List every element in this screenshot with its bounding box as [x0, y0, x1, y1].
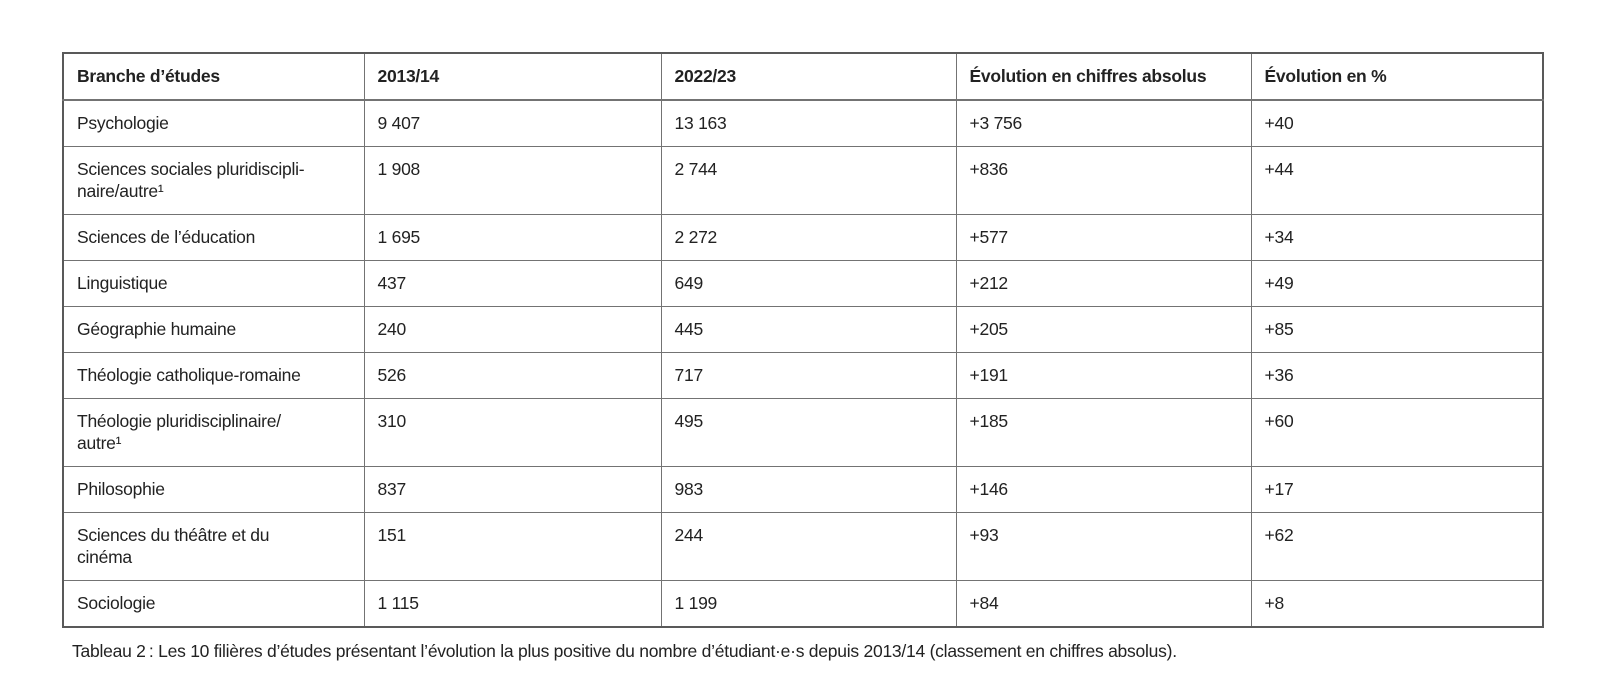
cell-evo-pct: +44 [1250, 146, 1544, 215]
cell-2022: 2 272 [660, 214, 957, 261]
cell-evo-abs: +212 [955, 260, 1252, 307]
cell-2013: 9 407 [363, 99, 662, 147]
cell-evo-pct: +17 [1250, 466, 1544, 513]
header-2013-14: 2013/14 [363, 52, 662, 101]
cell-evo-abs: +185 [955, 398, 1252, 467]
cell-branche: Sociologie [62, 580, 365, 628]
cell-2013: 310 [363, 398, 662, 467]
cell-branche: Géographie humaine [62, 306, 365, 353]
cell-2022: 13 163 [660, 99, 957, 147]
cell-2013: 1 695 [363, 214, 662, 261]
cell-2022: 445 [660, 306, 957, 353]
cell-2022: 2 744 [660, 146, 957, 215]
cell-evo-pct: +62 [1250, 512, 1544, 581]
cell-branche: Théologie catholique-romaine [62, 352, 365, 399]
cell-2013: 240 [363, 306, 662, 353]
table-caption: Tableau 2 : Les 10 filières d’études pré… [72, 641, 1177, 661]
students-evolution-table: Branche d’études 2013/14 2022/23 Évoluti… [62, 52, 1544, 628]
cell-evo-pct: +34 [1250, 214, 1544, 261]
cell-branche: Sciences du théâtre et du cinéma [62, 512, 365, 581]
table-row-theologie-pluridisciplinaire: Théologie pluridisciplinaire/ autre¹ 310… [62, 398, 1544, 467]
cell-2022: 983 [660, 466, 957, 513]
cell-evo-pct: +8 [1250, 580, 1544, 628]
cell-branche: Sciences de l’éducation [62, 214, 365, 261]
cell-2022: 1 199 [660, 580, 957, 628]
cell-2022: 244 [660, 512, 957, 581]
header-2022-23: 2022/23 [660, 52, 957, 101]
table-header: Branche d’études 2013/14 2022/23 Évoluti… [62, 52, 1544, 101]
cell-2013: 151 [363, 512, 662, 581]
cell-evo-abs: +577 [955, 214, 1252, 261]
table-row-psychologie: Psychologie 9 407 13 163 +3 756 +40 [62, 99, 1544, 147]
cell-evo-abs: +93 [955, 512, 1252, 581]
cell-2022: 717 [660, 352, 957, 399]
cell-evo-abs: +191 [955, 352, 1252, 399]
cell-evo-pct: +36 [1250, 352, 1544, 399]
table-row-sociologie: Sociologie 1 115 1 199 +84 +8 [62, 580, 1544, 628]
cell-branche: Philosophie [62, 466, 365, 513]
table-row-sciences-sociales: Sciences sociales pluridiscipli- naire/a… [62, 146, 1544, 215]
statistics-table-container: Branche d’études 2013/14 2022/23 Évoluti… [62, 52, 1544, 662]
cell-evo-pct: +60 [1250, 398, 1544, 467]
header-evolution-absolue: Évolution en chiffres absolus [955, 52, 1252, 101]
cell-2022: 495 [660, 398, 957, 467]
cell-evo-pct: +49 [1250, 260, 1544, 307]
cell-branche: Sciences sociales pluridiscipli- naire/a… [62, 146, 365, 215]
table-row-sciences-theatre-cinema: Sciences du théâtre et du cinéma 151 244… [62, 512, 1544, 581]
cell-2013: 437 [363, 260, 662, 307]
cell-2013: 526 [363, 352, 662, 399]
cell-branche: Linguistique [62, 260, 365, 307]
cell-evo-abs: +146 [955, 466, 1252, 513]
table-row-philosophie: Philosophie 837 983 +146 +17 [62, 466, 1544, 513]
cell-evo-pct: +85 [1250, 306, 1544, 353]
cell-evo-abs: +836 [955, 146, 1252, 215]
table-row-linguistique: Linguistique 437 649 +212 +49 [62, 260, 1544, 307]
header-branche: Branche d’études [62, 52, 365, 101]
cell-2013: 1 115 [363, 580, 662, 628]
table-body: Psychologie 9 407 13 163 +3 756 +40 Scie… [62, 99, 1544, 628]
cell-evo-abs: +3 756 [955, 99, 1252, 147]
table-row-sciences-education: Sciences de l’éducation 1 695 2 272 +577… [62, 214, 1544, 261]
table-row-theologie-catholique: Théologie catholique-romaine 526 717 +19… [62, 352, 1544, 399]
cell-evo-abs: +205 [955, 306, 1252, 353]
header-row: Branche d’études 2013/14 2022/23 Évoluti… [62, 52, 1544, 101]
cell-evo-abs: +84 [955, 580, 1252, 628]
cell-branche: Psychologie [62, 99, 365, 147]
cell-2013: 1 908 [363, 146, 662, 215]
cell-evo-pct: +40 [1250, 99, 1544, 147]
header-evolution-pourcent: Évolution en % [1250, 52, 1544, 101]
cell-branche: Théologie pluridisciplinaire/ autre¹ [62, 398, 365, 467]
cell-2022: 649 [660, 260, 957, 307]
table-row-geographie-humaine: Géographie humaine 240 445 +205 +85 [62, 306, 1544, 353]
cell-2013: 837 [363, 466, 662, 513]
